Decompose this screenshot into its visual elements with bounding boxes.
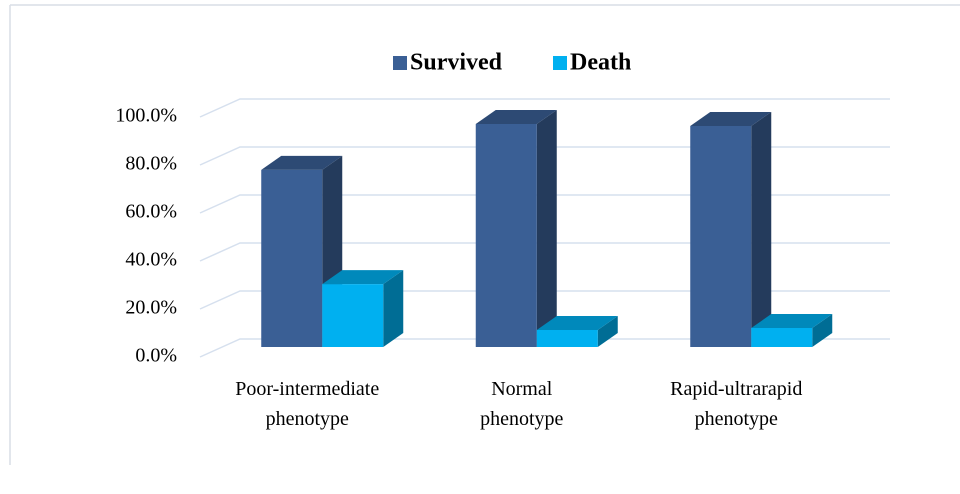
bar-face xyxy=(690,125,752,348)
bar xyxy=(536,315,618,347)
bar-face xyxy=(536,110,557,347)
bar-face xyxy=(812,314,833,347)
bar-face xyxy=(475,110,557,125)
bar xyxy=(751,314,833,347)
bar xyxy=(322,270,404,347)
grid-line xyxy=(199,194,890,214)
legend-label: Death xyxy=(570,50,631,76)
x-tick-label: Rapid-ultrarapid phenotype xyxy=(670,378,802,430)
y-tick-label: 60.0% xyxy=(125,201,177,223)
bar-face xyxy=(536,315,618,330)
y-tick-label: 80.0% xyxy=(125,153,177,175)
legend-swatch xyxy=(553,56,567,70)
legend-swatch xyxy=(393,56,407,70)
grid-line xyxy=(199,242,890,262)
bar-face xyxy=(322,284,384,347)
bar-face xyxy=(597,315,618,347)
y-tick-label: 40.0% xyxy=(125,249,177,271)
bar-face xyxy=(536,329,598,347)
y-tick-label: 20.0% xyxy=(125,297,177,319)
bar-face xyxy=(322,270,404,285)
bar-face xyxy=(751,314,833,329)
bar xyxy=(690,111,772,348)
bar xyxy=(475,110,557,347)
bar-face xyxy=(751,328,813,347)
grid-line xyxy=(199,146,890,166)
bar-face xyxy=(475,124,537,347)
bar-face xyxy=(261,155,343,170)
bar-face xyxy=(751,111,772,348)
bar-face xyxy=(690,111,772,126)
legend-label: Survived xyxy=(410,50,503,76)
x-tick-label: Normal phenotype xyxy=(480,378,563,430)
x-tick-label: Poor-intermediate phenotype xyxy=(235,378,379,430)
grid-line xyxy=(199,338,890,358)
grid-line xyxy=(199,98,890,118)
bar xyxy=(261,155,343,347)
bar-face xyxy=(383,270,404,347)
y-tick-label: 100.0% xyxy=(115,105,177,127)
bar-face xyxy=(261,169,323,347)
y-tick-label: 0.0% xyxy=(135,345,177,367)
grid-line xyxy=(199,290,890,310)
